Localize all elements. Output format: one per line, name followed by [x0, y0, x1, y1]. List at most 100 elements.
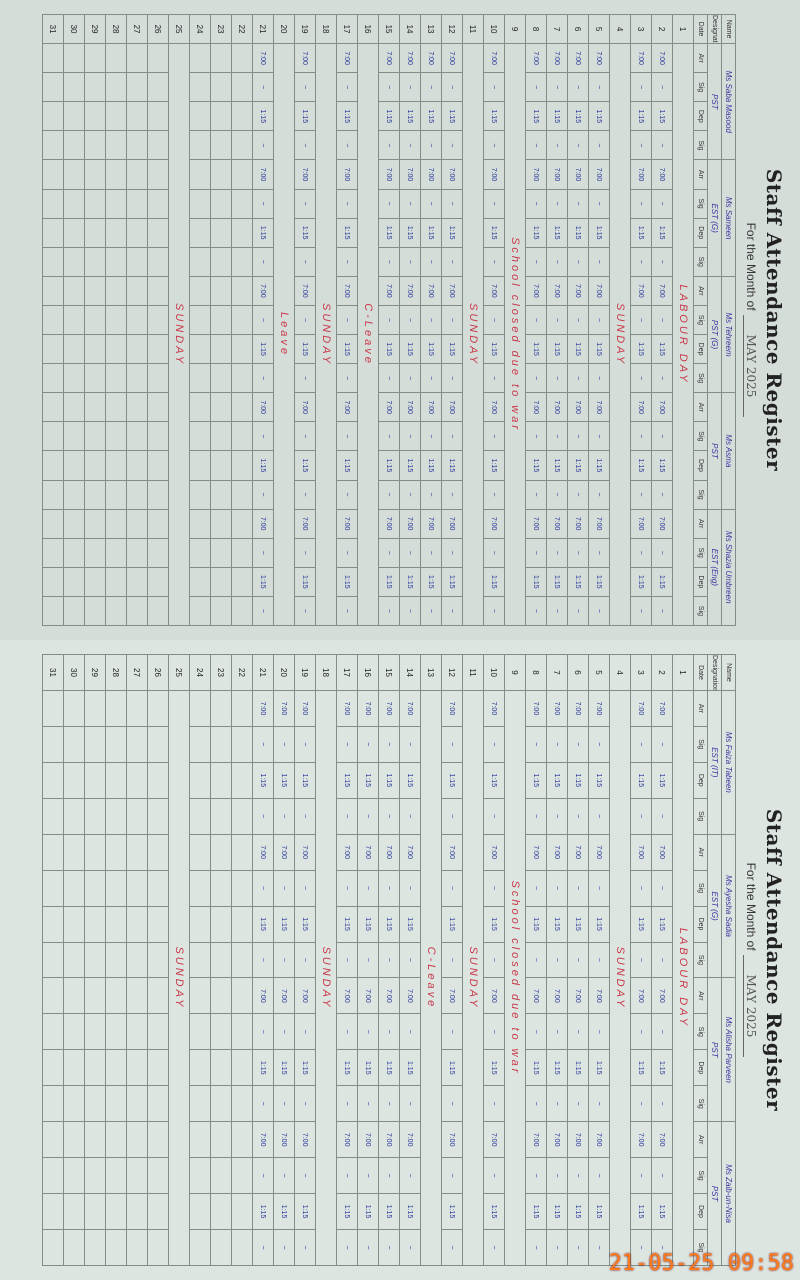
- signature-cell: [231, 72, 253, 102]
- signature-cell: ~: [378, 798, 400, 835]
- departure-time: 1:15: [378, 1049, 400, 1086]
- table-row: 11 SUNDAY: [462, 654, 484, 1266]
- signature-cell: [231, 538, 253, 568]
- signature-cell: ~: [441, 480, 463, 510]
- departure-time: 1:15: [441, 450, 463, 480]
- signature-cell: [42, 1157, 64, 1194]
- arrival-time: 7:00: [441, 690, 463, 727]
- signature-cell: ~: [294, 363, 316, 393]
- signature-cell: [210, 834, 232, 871]
- signature-cell: ~: [336, 726, 358, 763]
- signature-cell: [189, 1013, 211, 1050]
- signature-cell: [63, 1085, 85, 1122]
- signature-cell: [63, 421, 85, 451]
- date-cell: 4: [609, 14, 631, 44]
- signature-cell: ~: [483, 726, 505, 763]
- signature-cell: [189, 218, 211, 248]
- arrival-time: 7:00: [567, 159, 589, 190]
- staff-designation: EST (IT): [707, 690, 722, 835]
- signature-cell: [126, 977, 148, 1014]
- signature-cell: ~: [378, 1013, 400, 1050]
- table-row: 9 School closed due to war: [504, 14, 526, 626]
- staff-name: Ms Asma: [721, 392, 736, 510]
- signature-cell: ~: [336, 1013, 358, 1050]
- signature-cell: ~: [525, 72, 547, 102]
- signature-cell: [105, 567, 127, 597]
- signature-cell: [189, 509, 211, 539]
- designation-label: Designation: [707, 14, 722, 44]
- departure-time: 1:15: [252, 1049, 274, 1086]
- signature-cell: ~: [630, 305, 652, 335]
- signature-cell: ~: [441, 1157, 463, 1194]
- signature-cell: [147, 690, 169, 727]
- signature-cell: [105, 1193, 127, 1230]
- staff-designation: PST: [707, 392, 722, 510]
- arrival-time: 7:00: [252, 43, 274, 73]
- signature-cell: ~: [378, 189, 400, 219]
- arrival-time: 7:00: [336, 690, 358, 727]
- signature-cell: [42, 509, 64, 539]
- signature-cell: [231, 942, 253, 978]
- signature-cell: ~: [399, 480, 421, 510]
- signature-cell: [210, 906, 232, 942]
- signature-cell: [63, 480, 85, 510]
- arrival-time: 7:00: [525, 977, 547, 1014]
- table-row: 25 SUNDAY: [168, 14, 190, 626]
- table-row: 25 SUNDAY: [168, 654, 190, 1266]
- arrival-time: 7:00: [546, 509, 568, 539]
- column-label: Sig: [693, 596, 708, 626]
- table-row: 4 SUNDAY: [609, 14, 631, 626]
- signature-cell: ~: [525, 247, 547, 277]
- signature-cell: [63, 870, 85, 907]
- signature-cell: [231, 218, 253, 248]
- date-cell: 20: [273, 14, 295, 44]
- signature-cell: [126, 392, 148, 422]
- signature-cell: ~: [441, 1085, 463, 1122]
- signature-cell: [147, 189, 169, 219]
- signature-cell: ~: [630, 130, 652, 160]
- date-cell: 11: [462, 654, 484, 691]
- column-label: Sig: [693, 1085, 708, 1122]
- signature-cell: ~: [525, 1013, 547, 1050]
- signature-cell: [126, 130, 148, 160]
- departure-time: 1:15: [252, 567, 274, 597]
- signature-cell: [84, 1121, 106, 1158]
- signature-cell: ~: [273, 942, 295, 978]
- arrival-time: 7:00: [294, 1121, 316, 1158]
- column-label: Sig: [693, 247, 708, 277]
- date-cell: 21: [252, 14, 274, 44]
- signature-cell: [189, 480, 211, 510]
- signature-cell: [231, 1085, 253, 1122]
- signature-cell: ~: [525, 480, 547, 510]
- departure-time: 1:15: [630, 1193, 652, 1230]
- column-label: Dep: [693, 450, 708, 480]
- arrival-time: 7:00: [441, 159, 463, 190]
- signature-cell: [105, 834, 127, 871]
- signature-cell: ~: [252, 305, 274, 335]
- signature-cell: [126, 101, 148, 131]
- signature-cell: [84, 421, 106, 451]
- signature-cell: ~: [357, 1229, 379, 1266]
- column-label: Sig: [693, 363, 708, 393]
- signature-cell: ~: [525, 798, 547, 835]
- departure-time: 1:15: [525, 101, 547, 131]
- signature-cell: [231, 567, 253, 597]
- departure-time: 1:15: [525, 1193, 547, 1230]
- departure-time: 1:15: [630, 218, 652, 248]
- column-label: Dep: [693, 1193, 708, 1230]
- signature-cell: [147, 363, 169, 393]
- arrival-time: 7:00: [630, 1121, 652, 1158]
- signature-cell: [63, 218, 85, 248]
- signature-cell: [63, 392, 85, 422]
- arrival-time: 7:00: [567, 392, 589, 422]
- table-row: 2 7:00 ~1:15 ~7:00 ~1:15 ~7:00 ~1:15 ~7:00 ~1:15…: [651, 654, 673, 1266]
- table-row: 19 7:00 ~1:15 ~7:00 ~1:15 ~7:00 ~1:15 ~7:00 ~1:1…: [294, 14, 316, 626]
- signature-cell: [189, 870, 211, 907]
- column-label: Sig: [693, 942, 708, 978]
- day-note: C-Leave: [420, 690, 442, 1266]
- arrival-time: 7:00: [651, 159, 673, 190]
- staff-name: Ms Alisha Parveen: [721, 977, 736, 1122]
- departure-time: 1:15: [294, 101, 316, 131]
- month-line: For the Month of MAY 2025: [743, 654, 758, 1266]
- signature-cell: [147, 977, 169, 1014]
